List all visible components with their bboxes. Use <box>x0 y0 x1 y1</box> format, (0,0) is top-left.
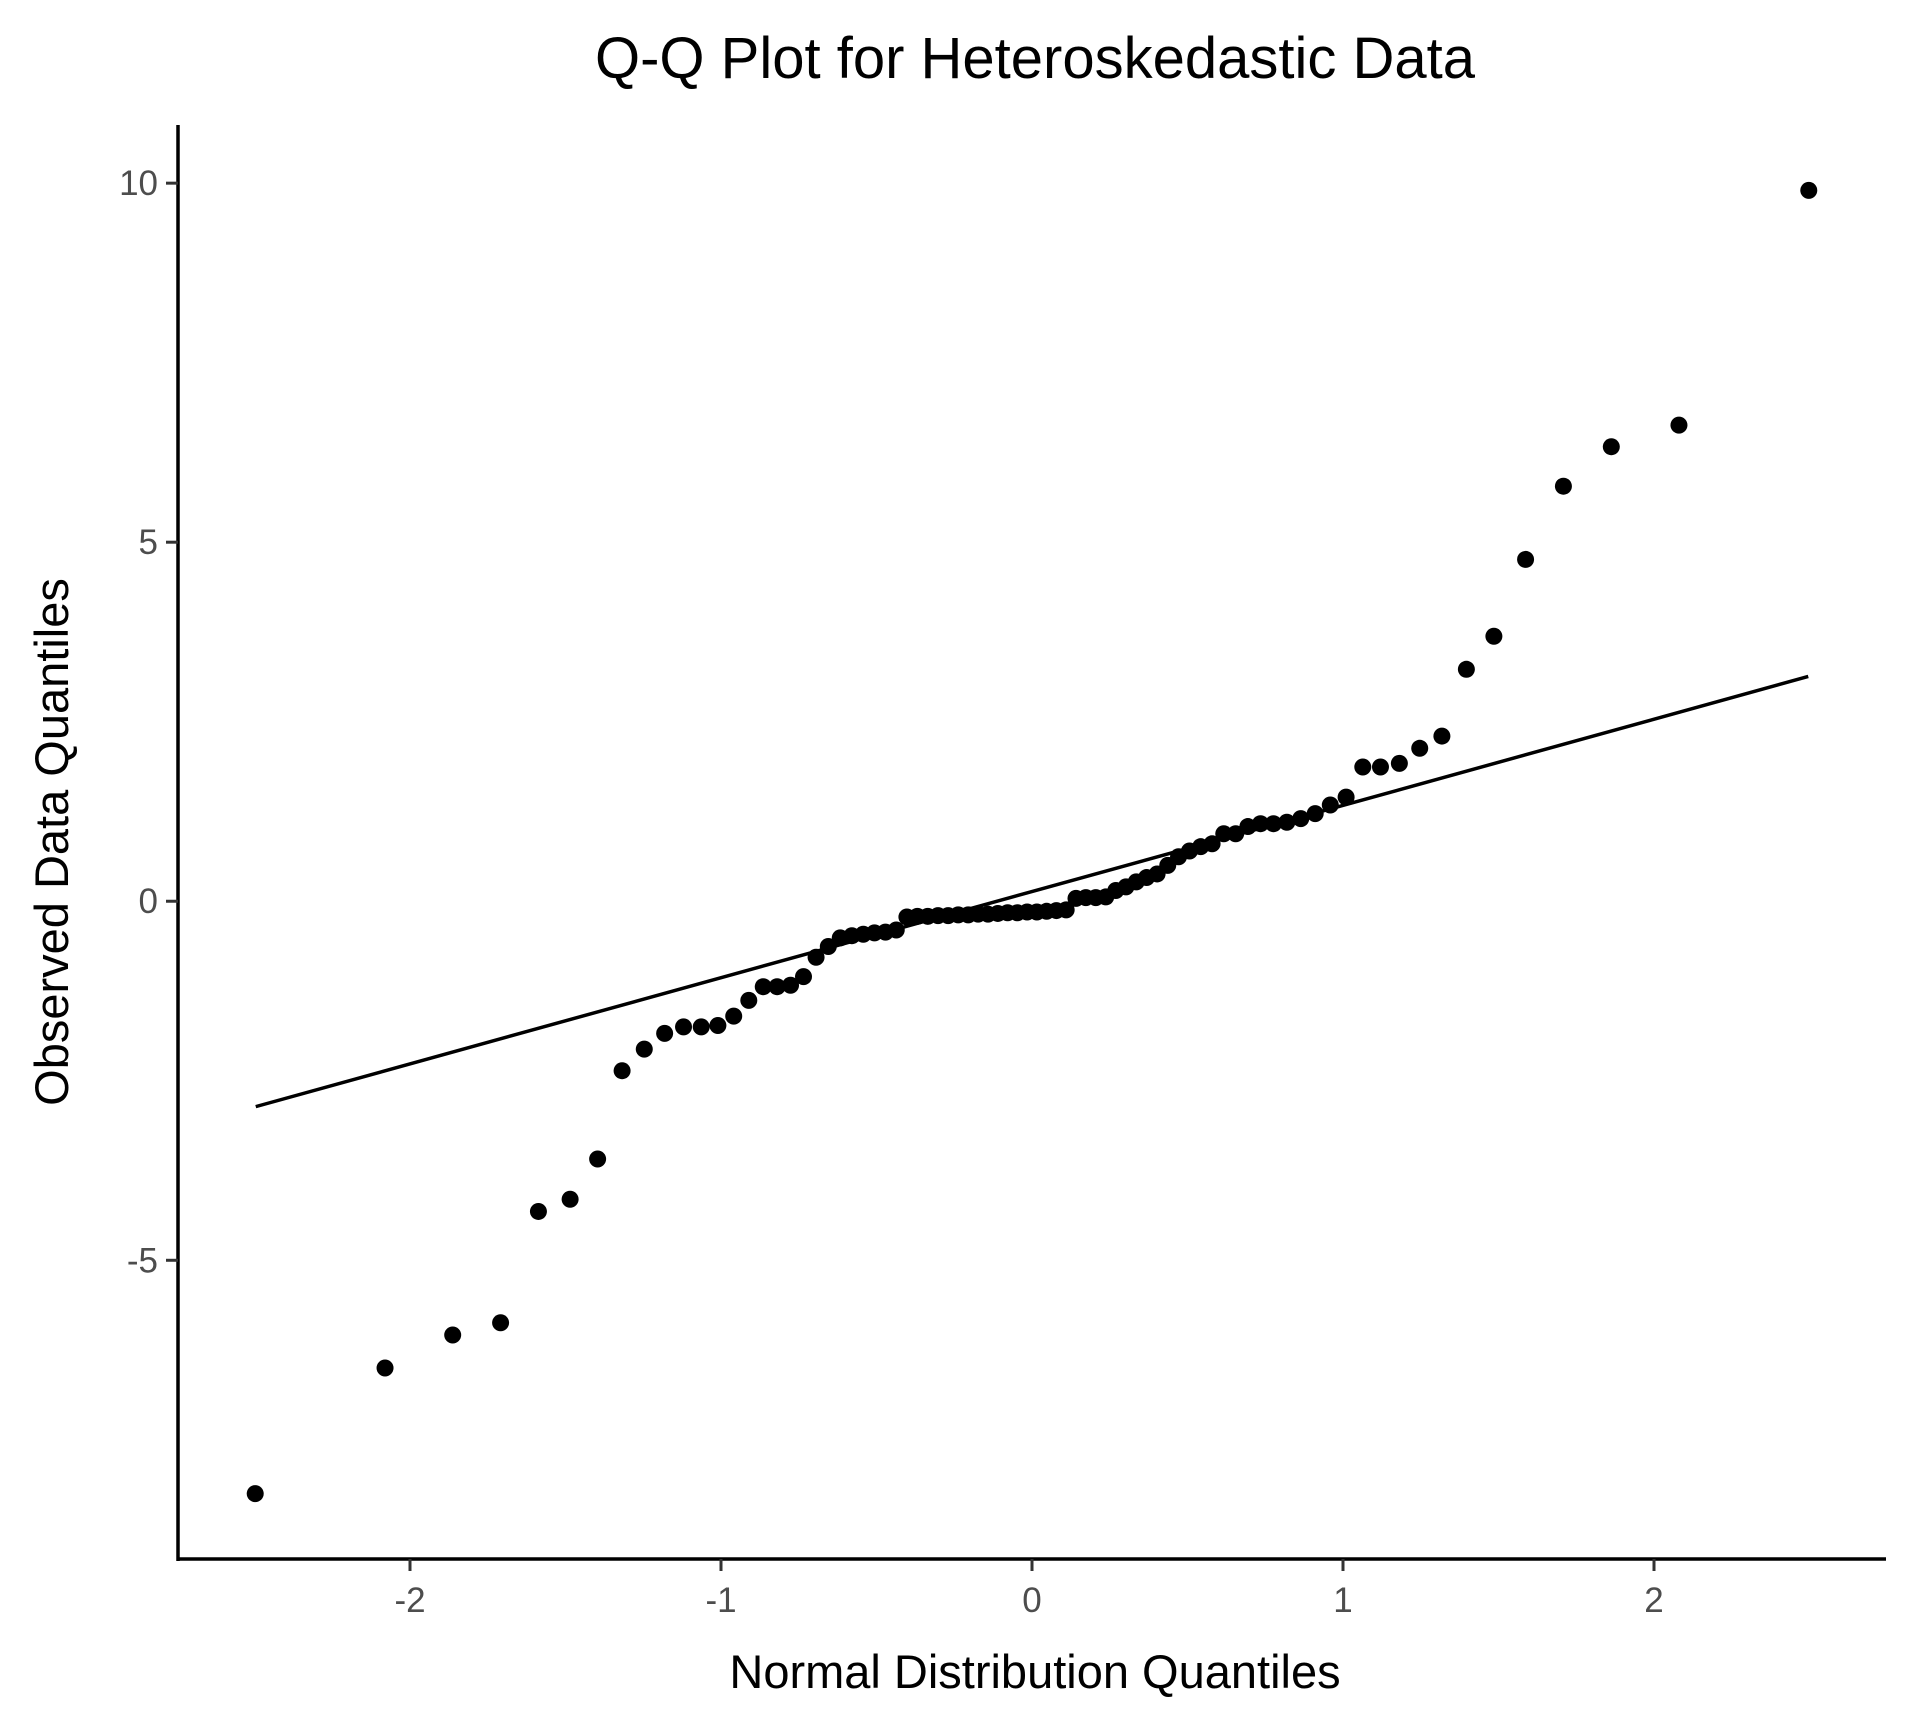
data-point <box>675 1018 693 1036</box>
x-tick-label: 1 <box>1333 1581 1352 1620</box>
y-tick-label: 5 <box>139 523 158 562</box>
data-point <box>1337 788 1355 806</box>
x-axis-label: Normal Distribution Quantiles <box>729 1645 1340 1698</box>
data-point <box>709 1016 727 1034</box>
data-point <box>246 1485 264 1503</box>
data-point <box>1457 660 1475 678</box>
data-point <box>376 1359 394 1377</box>
data-point <box>1390 754 1408 772</box>
data-point <box>754 978 772 996</box>
data-point <box>1554 477 1572 495</box>
data-point <box>444 1326 462 1344</box>
data-point <box>561 1190 579 1208</box>
data-point <box>692 1018 710 1036</box>
data-point <box>529 1202 547 1220</box>
data-point <box>1602 438 1620 456</box>
x-tick-label: 2 <box>1644 1581 1663 1620</box>
data-point <box>656 1024 674 1042</box>
data-point <box>1411 739 1429 757</box>
data-point <box>768 978 786 996</box>
data-point <box>1371 758 1389 776</box>
data-point <box>1354 758 1372 776</box>
reference-line <box>255 674 1809 1109</box>
x-tick-label: 0 <box>1022 1581 1041 1620</box>
chart-title: Q-Q Plot for Heteroskedastic Data <box>595 26 1476 91</box>
y-tick-label: 10 <box>119 164 158 203</box>
data-point <box>1670 416 1688 434</box>
data-point <box>740 991 758 1009</box>
x-tick-label: -1 <box>705 1581 736 1620</box>
data-point <box>725 1007 743 1025</box>
data-point <box>635 1040 653 1058</box>
data-point <box>1800 181 1818 199</box>
data-point <box>613 1062 631 1080</box>
data-point <box>1433 727 1451 745</box>
data-point <box>1485 627 1503 645</box>
data-point <box>794 968 812 986</box>
data-point <box>782 976 800 994</box>
data-point <box>589 1150 607 1168</box>
y-tick-label: 0 <box>139 882 158 921</box>
x-tick-label: -2 <box>394 1581 425 1620</box>
data-point <box>1057 901 1075 919</box>
data-point <box>1517 550 1535 568</box>
points-layer <box>246 181 1818 1503</box>
x-ticks: -2 -1 0 1 2 <box>394 1559 1664 1620</box>
data-point <box>492 1314 510 1332</box>
y-axis-label: Observed Data Quantiles <box>25 578 78 1106</box>
y-ticks: -5 0 5 10 <box>119 164 178 1280</box>
y-tick-label: -5 <box>127 1241 158 1280</box>
